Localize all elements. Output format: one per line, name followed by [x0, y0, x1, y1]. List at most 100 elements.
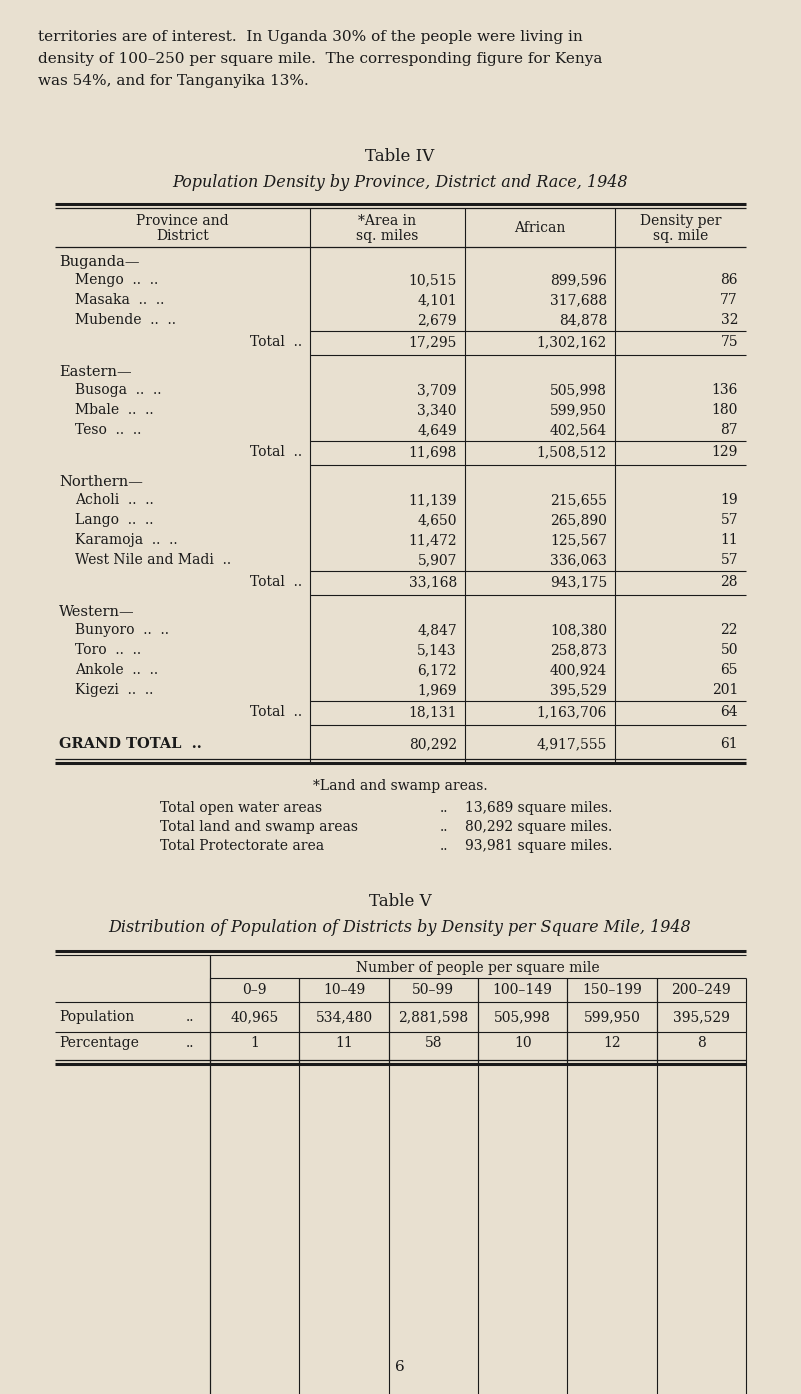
Text: Ankole  ..  ..: Ankole .. .. [75, 664, 158, 677]
Text: 4,650: 4,650 [417, 513, 457, 527]
Text: Total  ..: Total .. [250, 574, 302, 590]
Text: ..: .. [440, 839, 449, 853]
Text: 317,688: 317,688 [549, 293, 607, 307]
Text: 108,380: 108,380 [550, 623, 607, 637]
Text: 57: 57 [720, 513, 738, 527]
Text: Toro  ..  ..: Toro .. .. [75, 643, 141, 657]
Text: Percentage: Percentage [59, 1036, 139, 1050]
Text: 1,302,162: 1,302,162 [537, 335, 607, 348]
Text: 505,998: 505,998 [550, 383, 607, 397]
Text: African: African [514, 222, 566, 236]
Text: 129: 129 [711, 445, 738, 459]
Text: Lango  ..  ..: Lango .. .. [75, 513, 154, 527]
Text: 599,950: 599,950 [584, 1011, 641, 1025]
Text: 258,873: 258,873 [550, 643, 607, 657]
Text: 125,567: 125,567 [549, 533, 607, 546]
Text: 11: 11 [720, 533, 738, 546]
Text: Mengo  ..  ..: Mengo .. .. [75, 273, 159, 287]
Text: Province and: Province and [136, 215, 229, 229]
Text: 32: 32 [721, 314, 738, 328]
Text: 17,295: 17,295 [409, 335, 457, 348]
Text: 6,172: 6,172 [417, 664, 457, 677]
Text: 10: 10 [514, 1036, 532, 1050]
Text: Total Protectorate area: Total Protectorate area [160, 839, 324, 853]
Text: *Land and swamp areas.: *Land and swamp areas. [312, 779, 487, 793]
Text: 505,998: 505,998 [494, 1011, 551, 1025]
Text: 534,480: 534,480 [316, 1011, 372, 1025]
Text: 1,969: 1,969 [417, 683, 457, 697]
Text: 11,139: 11,139 [409, 493, 457, 507]
Text: Table IV: Table IV [365, 148, 435, 164]
Text: 13,689 square miles.: 13,689 square miles. [465, 802, 613, 815]
Text: density of 100–250 per square mile.  The corresponding figure for Kenya: density of 100–250 per square mile. The … [38, 52, 602, 66]
Text: 28: 28 [721, 574, 738, 590]
Text: Total  ..: Total .. [250, 335, 302, 348]
Text: 40,965: 40,965 [231, 1011, 279, 1025]
Text: 58: 58 [425, 1036, 442, 1050]
Text: 0–9: 0–9 [243, 983, 267, 997]
Text: 400,924: 400,924 [549, 664, 607, 677]
Text: ..: .. [186, 1011, 194, 1025]
Text: Buganda—: Buganda— [59, 255, 139, 269]
Text: 50–99: 50–99 [413, 983, 454, 997]
Text: ..: .. [440, 802, 449, 815]
Text: was 54%, and for Tanganyika 13%.: was 54%, and for Tanganyika 13%. [38, 74, 308, 88]
Text: 50: 50 [721, 643, 738, 657]
Text: ..: .. [186, 1036, 194, 1050]
Text: Population Density by Province, District and Race, 1948: Population Density by Province, District… [172, 174, 628, 191]
Text: 5,907: 5,907 [417, 553, 457, 567]
Text: 61: 61 [720, 737, 738, 751]
Text: 33,168: 33,168 [409, 574, 457, 590]
Text: Karamoja  ..  ..: Karamoja .. .. [75, 533, 178, 546]
Text: sq. mile: sq. mile [653, 229, 708, 243]
Text: 64: 64 [720, 705, 738, 719]
Text: 1,508,512: 1,508,512 [537, 445, 607, 459]
Text: 200–249: 200–249 [671, 983, 731, 997]
Text: Total  ..: Total .. [250, 705, 302, 719]
Text: 19: 19 [720, 493, 738, 507]
Text: 215,655: 215,655 [550, 493, 607, 507]
Text: 10–49: 10–49 [323, 983, 365, 997]
Text: 93,981 square miles.: 93,981 square miles. [465, 839, 613, 853]
Text: 150–199: 150–199 [582, 983, 642, 997]
Text: 1,163,706: 1,163,706 [537, 705, 607, 719]
Text: 6: 6 [395, 1361, 405, 1374]
Text: 3,709: 3,709 [417, 383, 457, 397]
Text: *Area in: *Area in [358, 215, 417, 229]
Text: Table V: Table V [368, 894, 431, 910]
Text: 84,878: 84,878 [558, 314, 607, 328]
Text: 8: 8 [697, 1036, 706, 1050]
Text: 2,881,598: 2,881,598 [398, 1011, 469, 1025]
Text: 1: 1 [250, 1036, 259, 1050]
Text: Bunyoro  ..  ..: Bunyoro .. .. [75, 623, 169, 637]
Text: 201: 201 [711, 683, 738, 697]
Text: 136: 136 [711, 383, 738, 397]
Text: 943,175: 943,175 [549, 574, 607, 590]
Text: 86: 86 [721, 273, 738, 287]
Text: Density per: Density per [640, 215, 721, 229]
Text: Total open water areas: Total open water areas [160, 802, 322, 815]
Text: Busoga  ..  ..: Busoga .. .. [75, 383, 162, 397]
Text: 3,340: 3,340 [417, 403, 457, 417]
Text: 65: 65 [721, 664, 738, 677]
Text: Population: Population [59, 1011, 135, 1025]
Text: Teso  ..  ..: Teso .. .. [75, 422, 141, 436]
Text: GRAND TOTAL  ..: GRAND TOTAL .. [59, 737, 202, 751]
Text: 11,472: 11,472 [409, 533, 457, 546]
Text: Eastern—: Eastern— [59, 365, 131, 379]
Text: Northern—: Northern— [59, 475, 143, 489]
Text: territories are of interest.  In Uganda 30% of the people were living in: territories are of interest. In Uganda 3… [38, 31, 583, 45]
Text: Number of people per square mile: Number of people per square mile [356, 960, 600, 974]
Text: Mubende  ..  ..: Mubende .. .. [75, 314, 176, 328]
Text: 395,529: 395,529 [673, 1011, 730, 1025]
Text: 12: 12 [603, 1036, 621, 1050]
Text: 265,890: 265,890 [550, 513, 607, 527]
Text: 22: 22 [721, 623, 738, 637]
Text: 180: 180 [711, 403, 738, 417]
Text: 4,101: 4,101 [417, 293, 457, 307]
Text: West Nile and Madi  ..: West Nile and Madi .. [75, 553, 231, 567]
Text: 899,596: 899,596 [550, 273, 607, 287]
Text: 4,649: 4,649 [417, 422, 457, 436]
Text: 599,950: 599,950 [550, 403, 607, 417]
Text: Total  ..: Total .. [250, 445, 302, 459]
